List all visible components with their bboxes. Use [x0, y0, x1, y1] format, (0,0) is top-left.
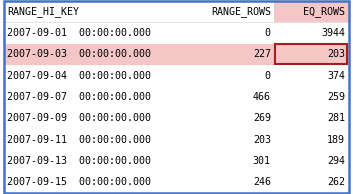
Text: 2007-09-15  00:00:00.000: 2007-09-15 00:00:00.000: [7, 177, 151, 187]
Text: 203: 203: [327, 49, 345, 59]
Text: 262: 262: [327, 177, 345, 187]
Bar: [4, 44, 349, 65]
Text: 246: 246: [253, 177, 271, 187]
Text: 2007-09-01  00:00:00.000: 2007-09-01 00:00:00.000: [7, 28, 151, 38]
Text: 259: 259: [327, 92, 345, 102]
Text: 227: 227: [253, 49, 271, 59]
Text: 189: 189: [327, 135, 345, 145]
Text: 466: 466: [253, 92, 271, 102]
Text: 0: 0: [265, 28, 271, 38]
Text: 2007-09-03  00:00:00.000: 2007-09-03 00:00:00.000: [7, 49, 151, 59]
Text: 2007-09-04  00:00:00.000: 2007-09-04 00:00:00.000: [7, 71, 151, 81]
Text: 3944: 3944: [321, 28, 345, 38]
Text: 281: 281: [327, 113, 345, 123]
Text: 294: 294: [327, 156, 345, 166]
Text: EQ_ROWS: EQ_ROWS: [303, 6, 345, 17]
Text: 301: 301: [253, 156, 271, 166]
Text: RANGE_HI_KEY: RANGE_HI_KEY: [7, 6, 79, 17]
Text: 0: 0: [265, 71, 271, 81]
Text: RANGE_ROWS: RANGE_ROWS: [211, 6, 271, 17]
Text: 2007-09-13  00:00:00.000: 2007-09-13 00:00:00.000: [7, 156, 151, 166]
Text: 2007-09-07  00:00:00.000: 2007-09-07 00:00:00.000: [7, 92, 151, 102]
Text: 2007-09-11  00:00:00.000: 2007-09-11 00:00:00.000: [7, 135, 151, 145]
Text: 269: 269: [253, 113, 271, 123]
Bar: [274, 1, 349, 22]
Text: 374: 374: [327, 71, 345, 81]
Text: 203: 203: [253, 135, 271, 145]
Bar: [275, 44, 347, 64]
Text: 2007-09-09  00:00:00.000: 2007-09-09 00:00:00.000: [7, 113, 151, 123]
